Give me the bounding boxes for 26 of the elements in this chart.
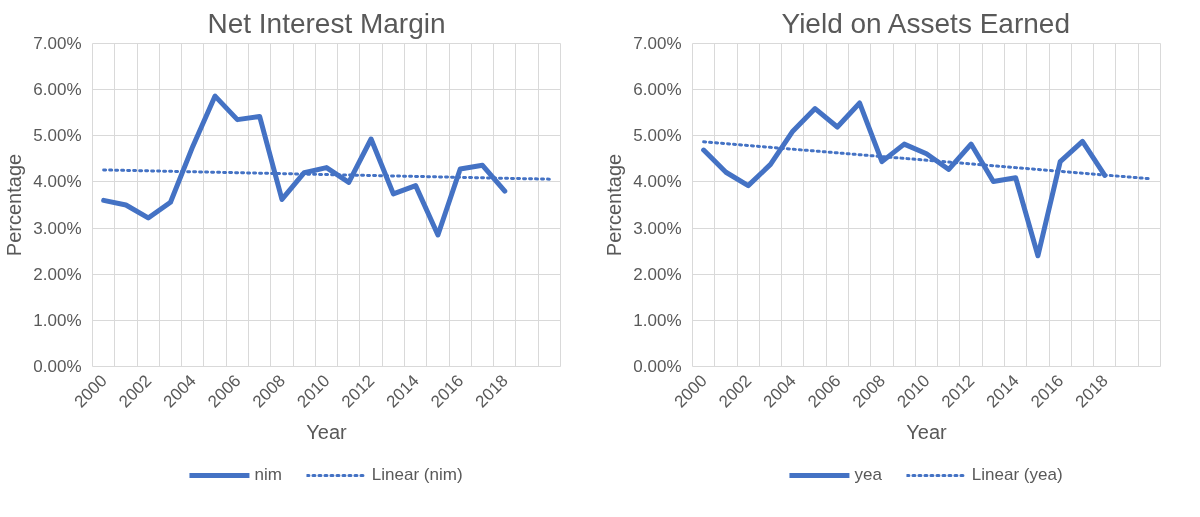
y-tick-label: 6.00% <box>33 80 82 100</box>
y-tick-label: 7.00% <box>633 34 682 53</box>
y-axis-title: Percentage <box>603 153 626 257</box>
y-tick-label: 7.00% <box>33 34 82 53</box>
y-tick-label: 2.00% <box>33 264 82 284</box>
chart-title: Net Interest Margin <box>207 7 446 39</box>
y-tick-label: 6.00% <box>633 80 682 100</box>
y-tick-label: 1.00% <box>633 310 682 330</box>
chart-title: Yield on Assets Earned <box>781 7 1070 39</box>
y-tick-label: 4.00% <box>633 172 682 192</box>
y-tick-label: 1.00% <box>33 310 82 330</box>
y-tick-label: 3.00% <box>633 218 682 238</box>
y-tick-label: 2.00% <box>633 264 682 284</box>
legend-label: Linear (nim) <box>371 465 463 485</box>
y-tick-label: 0.00% <box>633 357 682 376</box>
y-tick-label: 0.00% <box>33 357 82 376</box>
x-axis-title: Year <box>306 420 348 443</box>
legend-label: Linear (yea) <box>971 465 1063 485</box>
y-tick-label: 5.00% <box>633 126 682 146</box>
legend-label: yea <box>854 465 882 485</box>
y-tick-label: 4.00% <box>33 172 82 192</box>
legend-label: nim <box>254 465 282 485</box>
y-tick-label: 3.00% <box>33 218 82 238</box>
x-axis-title: Year <box>906 420 948 443</box>
y-tick-label: 5.00% <box>33 126 82 146</box>
y-axis-title: Percentage <box>3 153 26 257</box>
